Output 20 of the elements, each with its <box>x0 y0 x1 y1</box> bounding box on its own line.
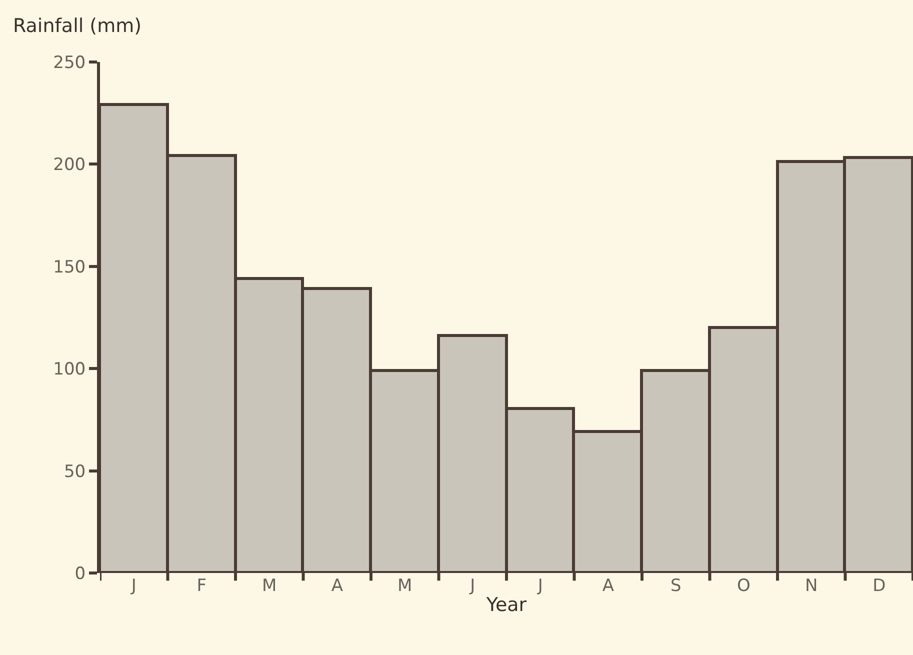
y-tick-label: 0 <box>74 564 86 584</box>
y-tick-label: 200 <box>53 155 86 176</box>
y-tick-label: 50 <box>64 462 86 482</box>
y-axis-title: Rainfall (mm) <box>13 15 142 37</box>
x-tick-label: A <box>602 576 614 596</box>
y-tick-label: 100 <box>53 360 86 380</box>
x-tick-label: D <box>872 576 886 596</box>
x-tick-label: J <box>536 576 543 596</box>
x-tick-label: M <box>262 576 277 596</box>
x-tick-label: A <box>331 576 344 596</box>
x-axis-title: Year <box>485 594 527 616</box>
x-tick-label: N <box>805 576 818 596</box>
x-tick-label: J <box>130 576 136 596</box>
x-tick-label: M <box>398 576 412 596</box>
y-tick-label: 150 <box>53 257 86 278</box>
x-tick-label: O <box>736 576 750 596</box>
x-tick-label: F <box>196 576 207 596</box>
x-tick-label: J <box>469 576 476 596</box>
y-tick-label: 250 <box>53 52 86 73</box>
x-tick-label: S <box>670 576 682 596</box>
